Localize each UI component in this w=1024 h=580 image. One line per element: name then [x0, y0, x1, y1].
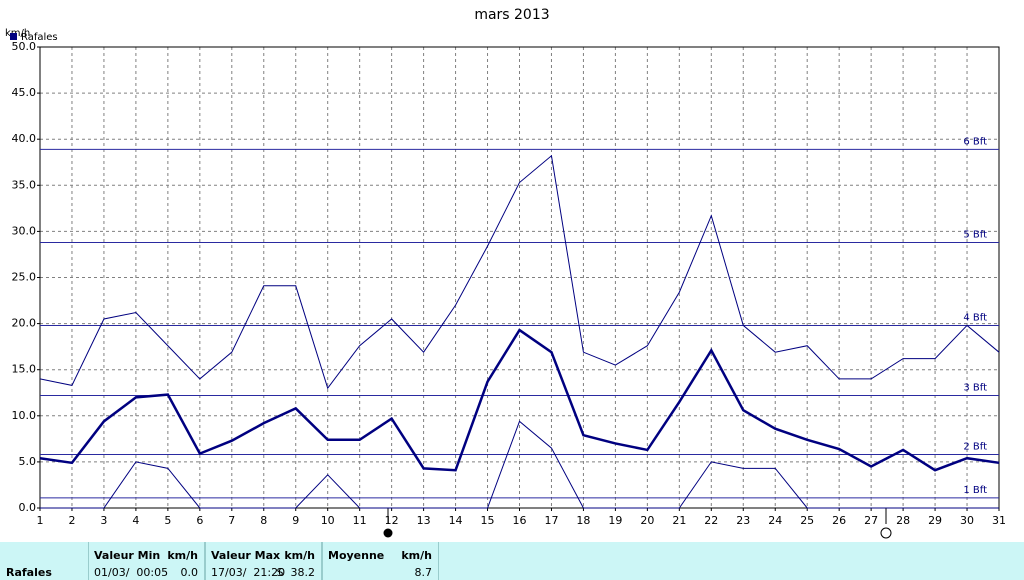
y-tick-label: 50.0: [12, 40, 37, 53]
x-tick-label: 6: [196, 514, 203, 527]
y-tick-label: 30.0: [12, 224, 37, 237]
x-tick-label: 19: [608, 514, 622, 527]
legend-swatch: [10, 33, 17, 40]
stat-unit: km/h: [401, 549, 432, 562]
y-tick-label: 0.0: [19, 501, 37, 514]
x-tick-label: 22: [704, 514, 718, 527]
stat-unit: km/h: [167, 549, 198, 562]
series-line: [39, 328, 1000, 472]
x-tick-label: 23: [736, 514, 750, 527]
x-tick-label: 16: [513, 514, 527, 527]
y-tick-label: 5.0: [19, 455, 37, 468]
x-tick-label: 29: [928, 514, 942, 527]
y-tick-label: 15.0: [12, 363, 37, 376]
x-tick-label: 14: [449, 514, 463, 527]
full-moon: [383, 528, 393, 538]
stat-date: 01/03/ 00:05: [94, 566, 169, 579]
series-line: [40, 420, 999, 509]
x-tick-label: 21: [672, 514, 686, 527]
y-tick-label: 25.0: [12, 271, 37, 284]
x-tick-label: 2: [68, 514, 75, 527]
new-moon: [880, 527, 892, 539]
stat-header: Valeur Min: [94, 549, 161, 562]
stat-block: Valeur Min km/h 01/03/ 00:05 0.0: [88, 542, 205, 580]
y-tick-label: 40.0: [12, 132, 37, 145]
x-tick-label: 20: [640, 514, 654, 527]
x-tick-label: 27: [864, 514, 878, 527]
x-tick-label: 1: [37, 514, 44, 527]
stats-table: Rafales Valeur Min km/h 01/03/ 00:05 0.0 Val…: [0, 542, 1024, 580]
beaufort-label: 5 Bft: [963, 229, 987, 240]
legend-label: Rafales: [21, 32, 58, 43]
stat-block: Valeur Max km/h 17/03/ 21:20 S 38.2: [205, 542, 322, 580]
y-axis-label: km/h: [5, 28, 30, 39]
beaufort-label: 3 Bft: [963, 383, 987, 394]
series-line: [39, 154, 1000, 390]
x-tick-label: 18: [576, 514, 590, 527]
y-tick-label: 35.0: [12, 178, 37, 191]
x-tick-label: 7: [228, 514, 235, 527]
x-tick-label: 26: [832, 514, 846, 527]
beaufort-label: 1 Bft: [963, 485, 987, 496]
x-tick-label: 28: [896, 514, 910, 527]
y-tick-label: 20.0: [12, 317, 37, 330]
stat-header: Moyenne: [328, 549, 385, 562]
x-tick-label: 15: [481, 514, 495, 527]
stat-value: S 38.2: [276, 566, 315, 579]
x-tick-label: 10: [321, 514, 335, 527]
x-tick-label: 8: [260, 514, 267, 527]
stat-value: 0.0: [180, 566, 199, 579]
chart-title: mars 2013: [474, 7, 549, 23]
beaufort-label: 2 Bft: [963, 442, 987, 453]
y-tick-label: 45.0: [12, 86, 37, 99]
beaufort-label: 4 Bft: [963, 312, 987, 323]
beaufort-label: 6 Bft: [963, 136, 987, 147]
row-label: Rafales: [6, 566, 52, 579]
stat-block: Moyenne km/h 8.7: [322, 542, 439, 580]
x-tick-label: 25: [800, 514, 814, 527]
y-tick-label: 10.0: [12, 409, 37, 422]
x-tick-label: 5: [164, 514, 171, 527]
chart: mars 2013 km/h 0.0 5.0 10.0 15.0 20.0 25.0 30.…: [5, 7, 1006, 539]
x-tick-label: 30: [960, 514, 974, 527]
x-tick-label: 9: [292, 514, 299, 527]
x-tick-label: 4: [132, 514, 139, 527]
x-tick-label: 13: [417, 514, 431, 527]
stat-value: 8.7: [414, 566, 433, 579]
stat-date: 17/03/ 21:20: [211, 566, 286, 579]
x-tick-label: 11: [353, 514, 367, 527]
stat-header: Valeur Max: [211, 549, 281, 562]
x-tick-label: 24: [768, 514, 782, 527]
stat-unit: km/h: [284, 549, 315, 562]
plot-frame: [39, 46, 1000, 509]
x-tick-label: 3: [100, 514, 107, 527]
x-tick-label: 12: [385, 514, 399, 527]
x-tick-label: 31: [992, 514, 1006, 527]
x-tick-label: 17: [544, 514, 558, 527]
